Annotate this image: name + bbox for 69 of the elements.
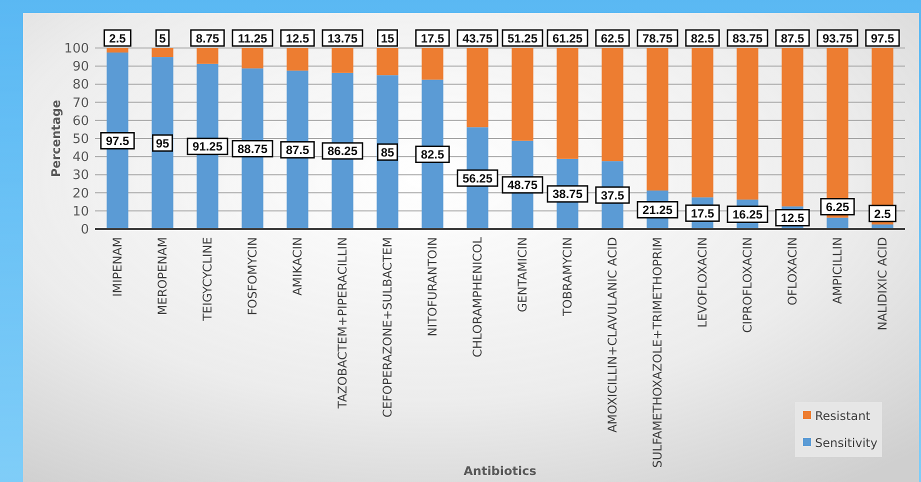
x-tick-label: AMPICILLIN bbox=[830, 237, 844, 304]
x-tick-label: CEFOPERAZONE+SULBACTEM bbox=[380, 237, 394, 418]
x-tick-label: AMIKACIN bbox=[290, 237, 304, 296]
data-label: 2.5 bbox=[109, 31, 126, 46]
x-axis-title: Antibiotics bbox=[464, 464, 536, 478]
data-label: 85 bbox=[380, 145, 394, 160]
x-tick-label: SULFAMETHOXAZOLE+TRIMETHOPRIM bbox=[650, 237, 664, 468]
data-label: 6.25 bbox=[826, 200, 850, 214]
data-label: 17.5 bbox=[690, 206, 714, 220]
y-tick-label: 0 bbox=[80, 222, 89, 238]
y-tick-label: 10 bbox=[72, 204, 89, 220]
x-tick-label: FOSFOMYCIN bbox=[246, 237, 260, 316]
y-tick-label: 80 bbox=[72, 78, 89, 93]
data-label: 83.75 bbox=[732, 31, 763, 46]
y-tick-label: 40 bbox=[72, 150, 89, 166]
legend-label: Sensitivity bbox=[815, 436, 878, 450]
x-tick-label: IMIPENAM bbox=[110, 237, 124, 297]
y-tick-label: 50 bbox=[72, 132, 89, 147]
y-tick-label: 70 bbox=[72, 96, 89, 111]
y-tick-label: 90 bbox=[72, 60, 89, 75]
data-label: 93.75 bbox=[822, 31, 853, 46]
data-label: 17.5 bbox=[420, 31, 444, 46]
data-label: 13.75 bbox=[327, 31, 358, 46]
data-label: 78.75 bbox=[642, 31, 673, 46]
y-tick-label: 100 bbox=[64, 42, 89, 56]
y-tick-label: 20 bbox=[72, 186, 89, 202]
data-label: 2.5 bbox=[874, 206, 892, 221]
data-label: 43.75 bbox=[462, 31, 493, 46]
data-label: 11.25 bbox=[238, 31, 268, 46]
data-label: 82.5 bbox=[690, 31, 714, 46]
data-label: 61.25 bbox=[552, 31, 583, 46]
data-label: 48.75 bbox=[507, 178, 538, 192]
x-tick-label: GENTAMICIN bbox=[516, 237, 530, 312]
data-label: 87.5 bbox=[286, 143, 310, 158]
data-label: 12.5 bbox=[286, 31, 310, 46]
data-label: 12.5 bbox=[780, 210, 804, 225]
legend-label: Resistant bbox=[815, 409, 871, 423]
x-tick-label: TOBRAMYCIN bbox=[560, 237, 574, 317]
y-axis-title: Percentage bbox=[49, 100, 63, 178]
data-label: 38.75 bbox=[552, 187, 583, 202]
x-tick-label: TAZOBACTEM+PIPERACILLIN bbox=[336, 237, 350, 410]
x-tick-label: CIPROFLOXACIN bbox=[740, 237, 754, 333]
data-label: 95 bbox=[156, 136, 170, 150]
x-tick-label: OFLOXACIN bbox=[786, 237, 800, 306]
data-label: 62.5 bbox=[600, 31, 624, 46]
x-tick-label: CHLORAMPHENICOL bbox=[470, 236, 484, 358]
data-label: 15 bbox=[380, 31, 394, 46]
data-label: 51.25 bbox=[507, 31, 538, 46]
data-label: 8.75 bbox=[196, 31, 220, 46]
x-tick-label: TEIGYCYCLINE bbox=[200, 237, 214, 322]
y-tick-label: 60 bbox=[72, 114, 89, 129]
x-tick-label: AMOXICILLIN+CLAVULANIC ACID bbox=[606, 237, 620, 433]
data-label: 97.5 bbox=[870, 31, 894, 46]
data-label: 5 bbox=[159, 31, 166, 46]
data-label: 21.25 bbox=[642, 203, 673, 218]
data-label: 82.5 bbox=[420, 148, 444, 162]
data-label: 37.5 bbox=[600, 188, 624, 202]
data-label: 56.25 bbox=[462, 171, 493, 186]
data-label: 91.25 bbox=[192, 140, 223, 154]
data-label: 16.25 bbox=[732, 208, 763, 222]
x-tick-label: LEVOFLOXACIN bbox=[696, 237, 710, 328]
data-label: 86.25 bbox=[327, 144, 358, 158]
x-tick-label: NITOFURANTOIN bbox=[426, 237, 440, 336]
data-label: 88.75 bbox=[237, 142, 268, 156]
data-label: 87.5 bbox=[780, 31, 804, 46]
data-label: 97.5 bbox=[106, 134, 130, 148]
x-tick-label: NALIDIXIC ACID bbox=[876, 237, 890, 330]
y-tick-label: 30 bbox=[72, 168, 89, 184]
x-tick-label: MEROPENAM bbox=[156, 237, 170, 316]
